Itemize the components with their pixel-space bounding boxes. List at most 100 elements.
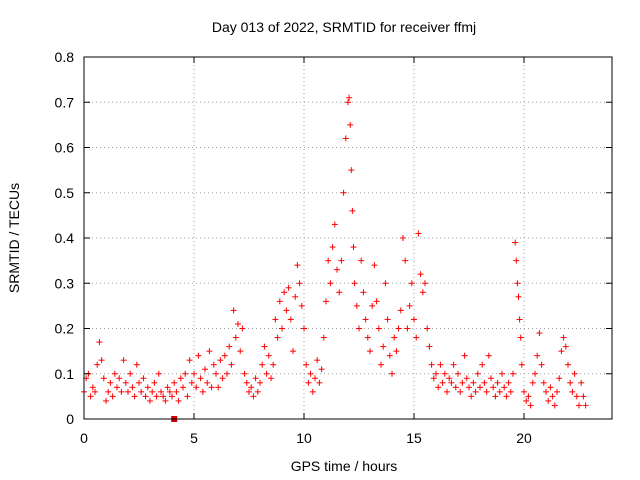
data-point xyxy=(547,384,554,391)
y-tick-label: 0 xyxy=(66,411,74,427)
data-point xyxy=(536,330,543,337)
data-point xyxy=(114,384,120,391)
data-point xyxy=(362,316,369,323)
data-point xyxy=(369,302,376,309)
data-point xyxy=(197,375,204,382)
data-point xyxy=(428,361,435,368)
data-point xyxy=(202,366,208,373)
data-point xyxy=(360,289,367,296)
data-point xyxy=(556,375,563,382)
data-point xyxy=(331,221,338,228)
x-tick-label: 15 xyxy=(406,430,422,446)
data-point xyxy=(105,388,112,395)
y-tick-label: 0.5 xyxy=(55,185,75,201)
data-point xyxy=(512,239,519,246)
data-point xyxy=(268,375,274,382)
data-point xyxy=(562,343,569,350)
data-point xyxy=(540,379,547,386)
data-point xyxy=(461,352,468,359)
data-point xyxy=(578,379,585,386)
data-point xyxy=(327,280,334,287)
data-point xyxy=(100,375,107,382)
data-point xyxy=(252,375,259,382)
data-point xyxy=(569,388,576,395)
x-tick-label: 20 xyxy=(516,430,532,446)
data-point xyxy=(276,298,283,305)
data-point xyxy=(254,388,261,395)
data-point xyxy=(173,388,180,395)
data-point xyxy=(250,393,257,400)
data-point xyxy=(265,352,272,359)
data-point xyxy=(518,361,525,368)
data-point xyxy=(92,388,98,395)
data-point xyxy=(272,316,279,323)
data-point xyxy=(373,298,380,305)
data-point xyxy=(184,393,191,400)
data-point xyxy=(208,384,215,391)
data-point xyxy=(144,384,151,391)
data-point xyxy=(158,388,164,395)
data-point xyxy=(413,334,420,341)
y-axis-label: SRMTID / TECUs xyxy=(6,183,22,293)
data-point xyxy=(147,397,153,404)
y-tick-label: 0.2 xyxy=(55,321,75,337)
data-point xyxy=(367,348,373,355)
data-point xyxy=(450,361,457,368)
y-tick-label: 0.4 xyxy=(55,230,75,246)
data-point xyxy=(470,379,477,386)
data-point xyxy=(243,379,250,386)
data-point xyxy=(270,361,277,368)
data-point xyxy=(351,280,358,287)
data-point xyxy=(505,379,512,386)
data-point xyxy=(175,397,182,404)
data-point xyxy=(325,257,332,264)
data-point xyxy=(346,94,353,101)
data-point xyxy=(444,388,450,395)
data-point xyxy=(336,289,343,296)
data-point xyxy=(191,370,197,377)
data-point xyxy=(338,257,345,264)
data-point xyxy=(565,361,571,368)
data-point xyxy=(169,393,175,400)
data-point xyxy=(404,325,411,332)
data-point xyxy=(136,379,142,386)
data-point xyxy=(435,384,442,391)
data-point xyxy=(538,361,545,368)
data-point xyxy=(483,388,490,395)
data-point xyxy=(140,375,147,382)
data-point xyxy=(437,361,444,368)
data-point xyxy=(380,343,387,350)
data-point xyxy=(400,235,406,241)
data-point xyxy=(501,384,508,391)
data-point xyxy=(257,379,263,386)
data-point xyxy=(235,320,241,327)
data-point xyxy=(430,375,437,382)
data-point xyxy=(496,388,503,395)
data-point xyxy=(391,334,398,341)
data-point xyxy=(334,266,340,273)
data-point xyxy=(426,343,433,350)
data-point xyxy=(494,379,501,386)
data-point xyxy=(384,316,391,323)
data-point xyxy=(514,280,521,287)
data-series xyxy=(81,94,589,422)
data-point xyxy=(375,325,382,332)
data-point xyxy=(549,393,556,400)
data-point xyxy=(457,388,464,395)
data-point xyxy=(182,370,189,377)
data-point xyxy=(186,357,193,364)
data-point xyxy=(301,325,307,332)
data-point xyxy=(558,348,565,355)
data-point xyxy=(292,293,299,300)
data-point xyxy=(237,348,244,355)
data-point xyxy=(534,352,541,359)
data-point xyxy=(477,384,483,391)
data-point xyxy=(517,334,524,341)
data-point xyxy=(573,393,580,400)
data-point xyxy=(529,379,536,386)
y-tick-label: 0.3 xyxy=(55,275,75,291)
data-point xyxy=(318,366,325,373)
data-point xyxy=(199,388,206,395)
data-point xyxy=(516,316,523,323)
